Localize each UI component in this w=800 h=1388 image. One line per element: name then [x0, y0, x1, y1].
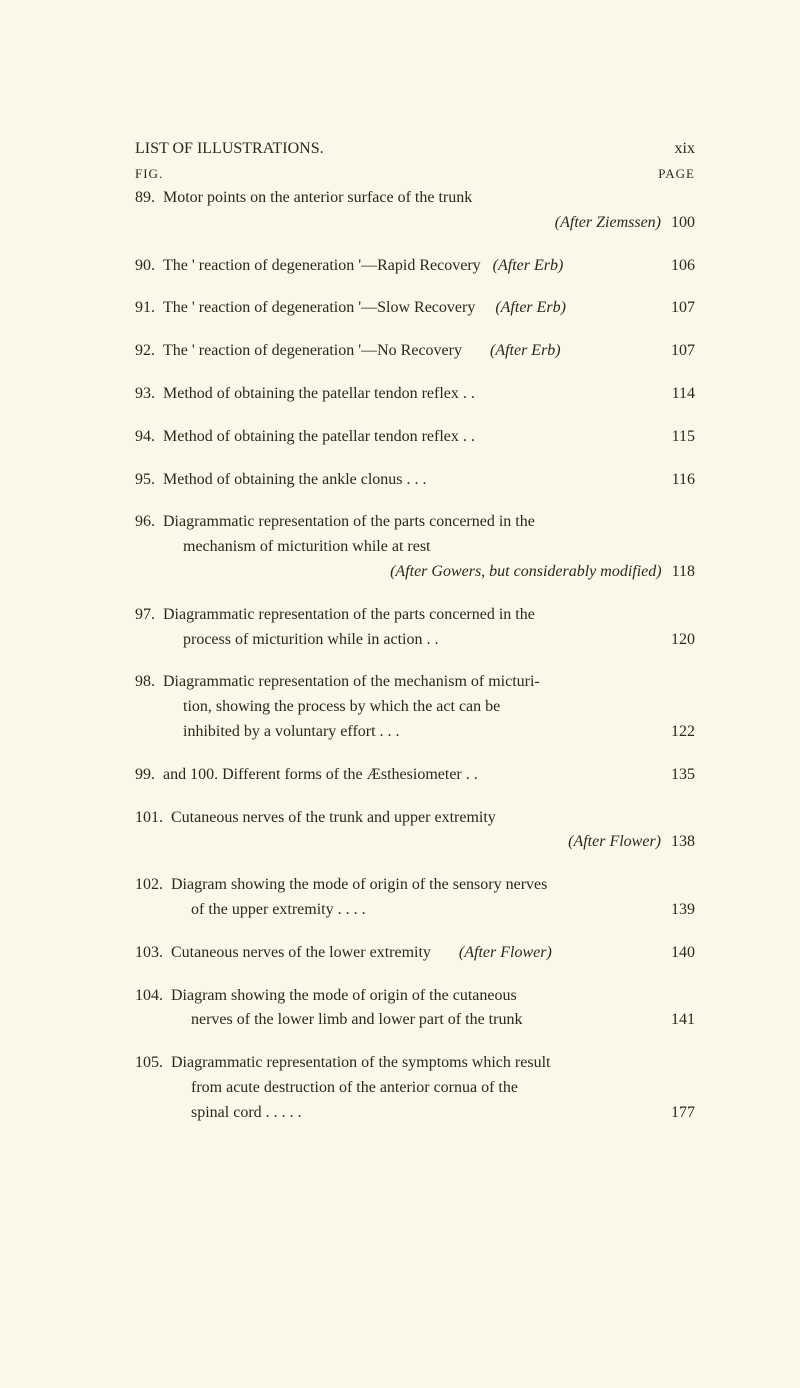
entry-text: 101.Cutaneous nerves of the trunk and up…: [135, 806, 695, 831]
entry-text: 94.Method of obtaining the patellar tend…: [135, 425, 672, 450]
entry-continuation: spinal cord . . . . .: [191, 1101, 671, 1126]
entry-continuation: inhibited by a voluntary effort . . .: [183, 720, 671, 745]
entry-text: 90.The ' reaction of degeneration '—Rapi…: [135, 254, 671, 279]
entry-page: 177: [671, 1101, 695, 1126]
list-entry: 92.The ' reaction of degeneration '—No R…: [135, 339, 695, 364]
entry-page: 141: [671, 1008, 695, 1033]
entry-attribution: (After Gowers, but considerably modified…: [135, 560, 672, 585]
entry-page: 118: [672, 560, 695, 585]
entry-text: 96.Diagrammatic representation of the pa…: [135, 510, 695, 535]
entry-page: 114: [672, 382, 695, 407]
entry-text: 97.Diagrammatic representation of the pa…: [135, 603, 695, 628]
entry-text: 91.The ' reaction of degeneration '—Slow…: [135, 296, 671, 321]
list-entry: 94.Method of obtaining the patellar tend…: [135, 425, 695, 450]
entry-continuation: of the upper extremity . . . .: [191, 898, 671, 923]
entries-list: 89.Motor points on the anterior surface …: [135, 186, 695, 1126]
entry-page: 135: [671, 763, 695, 788]
list-entry: 90.The ' reaction of degeneration '—Rapi…: [135, 254, 695, 279]
entry-page: 140: [671, 941, 695, 966]
entry-text: 99.and 100. Different forms of the Æsthe…: [135, 763, 671, 788]
list-entry: 96.Diagrammatic representation of the pa…: [135, 510, 695, 584]
list-entry: 102.Diagram showing the mode of origin o…: [135, 873, 695, 923]
entry-text: 92.The ' reaction of degeneration '—No R…: [135, 339, 671, 364]
entry-text: 104.Diagram showing the mode of origin o…: [135, 984, 695, 1009]
entry-text: 93.Method of obtaining the patellar tend…: [135, 382, 672, 407]
entry-page: 122: [671, 720, 695, 745]
entry-continuation: nerves of the lower limb and lower part …: [191, 1008, 671, 1033]
list-entry: 95.Method of obtaining the ankle clonus …: [135, 468, 695, 493]
entry-text: 103.Cutaneous nerves of the lower extrem…: [135, 941, 671, 966]
entry-continuation: process of micturition while in action .…: [183, 628, 671, 653]
list-entry: 97.Diagrammatic representation of the pa…: [135, 603, 695, 653]
entry-continuation: from acute destruction of the anterior c…: [135, 1076, 695, 1101]
list-entry: 91.The ' reaction of degeneration '—Slow…: [135, 296, 695, 321]
entry-page: 120: [671, 628, 695, 653]
entry-page: 107: [671, 339, 695, 364]
entry-text: 105.Diagrammatic representation of the s…: [135, 1051, 695, 1076]
entry-attribution: (After Ziemssen): [135, 211, 671, 236]
subheader: FIG. PAGE: [135, 166, 695, 182]
entry-text: 102.Diagram showing the mode of origin o…: [135, 873, 695, 898]
entry-page: 107: [671, 296, 695, 321]
entry-page: 115: [672, 425, 695, 450]
list-entry: 103.Cutaneous nerves of the lower extrem…: [135, 941, 695, 966]
list-entry: 93.Method of obtaining the patellar tend…: [135, 382, 695, 407]
entry-text: 95.Method of obtaining the ankle clonus …: [135, 468, 672, 493]
entry-page: 116: [672, 468, 695, 493]
entry-continuation: tion, showing the process by which the a…: [135, 695, 695, 720]
entry-page: 138: [671, 830, 695, 855]
list-entry: 101.Cutaneous nerves of the trunk and up…: [135, 806, 695, 856]
list-entry: 99.and 100. Different forms of the Æsthe…: [135, 763, 695, 788]
entry-text: 98.Diagrammatic representation of the me…: [135, 670, 695, 695]
entry-text: 89.Motor points on the anterior surface …: [135, 186, 695, 211]
list-entry: 105.Diagrammatic representation of the s…: [135, 1051, 695, 1125]
list-entry: 104.Diagram showing the mode of origin o…: [135, 984, 695, 1034]
subheader-fig: FIG.: [135, 166, 163, 182]
list-entry: 89.Motor points on the anterior surface …: [135, 186, 695, 236]
entry-page: 139: [671, 898, 695, 923]
header-title: LIST OF ILLUSTRATIONS.: [135, 140, 324, 158]
subheader-page: PAGE: [658, 166, 695, 182]
header-page-roman: xix: [675, 140, 695, 158]
list-entry: 98.Diagrammatic representation of the me…: [135, 670, 695, 744]
entry-continuation: mechanism of micturition while at rest: [135, 535, 695, 560]
page-header: LIST OF ILLUSTRATIONS. xix: [135, 140, 695, 158]
entry-page: 100: [671, 211, 695, 236]
entry-page: 106: [671, 254, 695, 279]
entry-attribution: (After Flower): [135, 830, 671, 855]
